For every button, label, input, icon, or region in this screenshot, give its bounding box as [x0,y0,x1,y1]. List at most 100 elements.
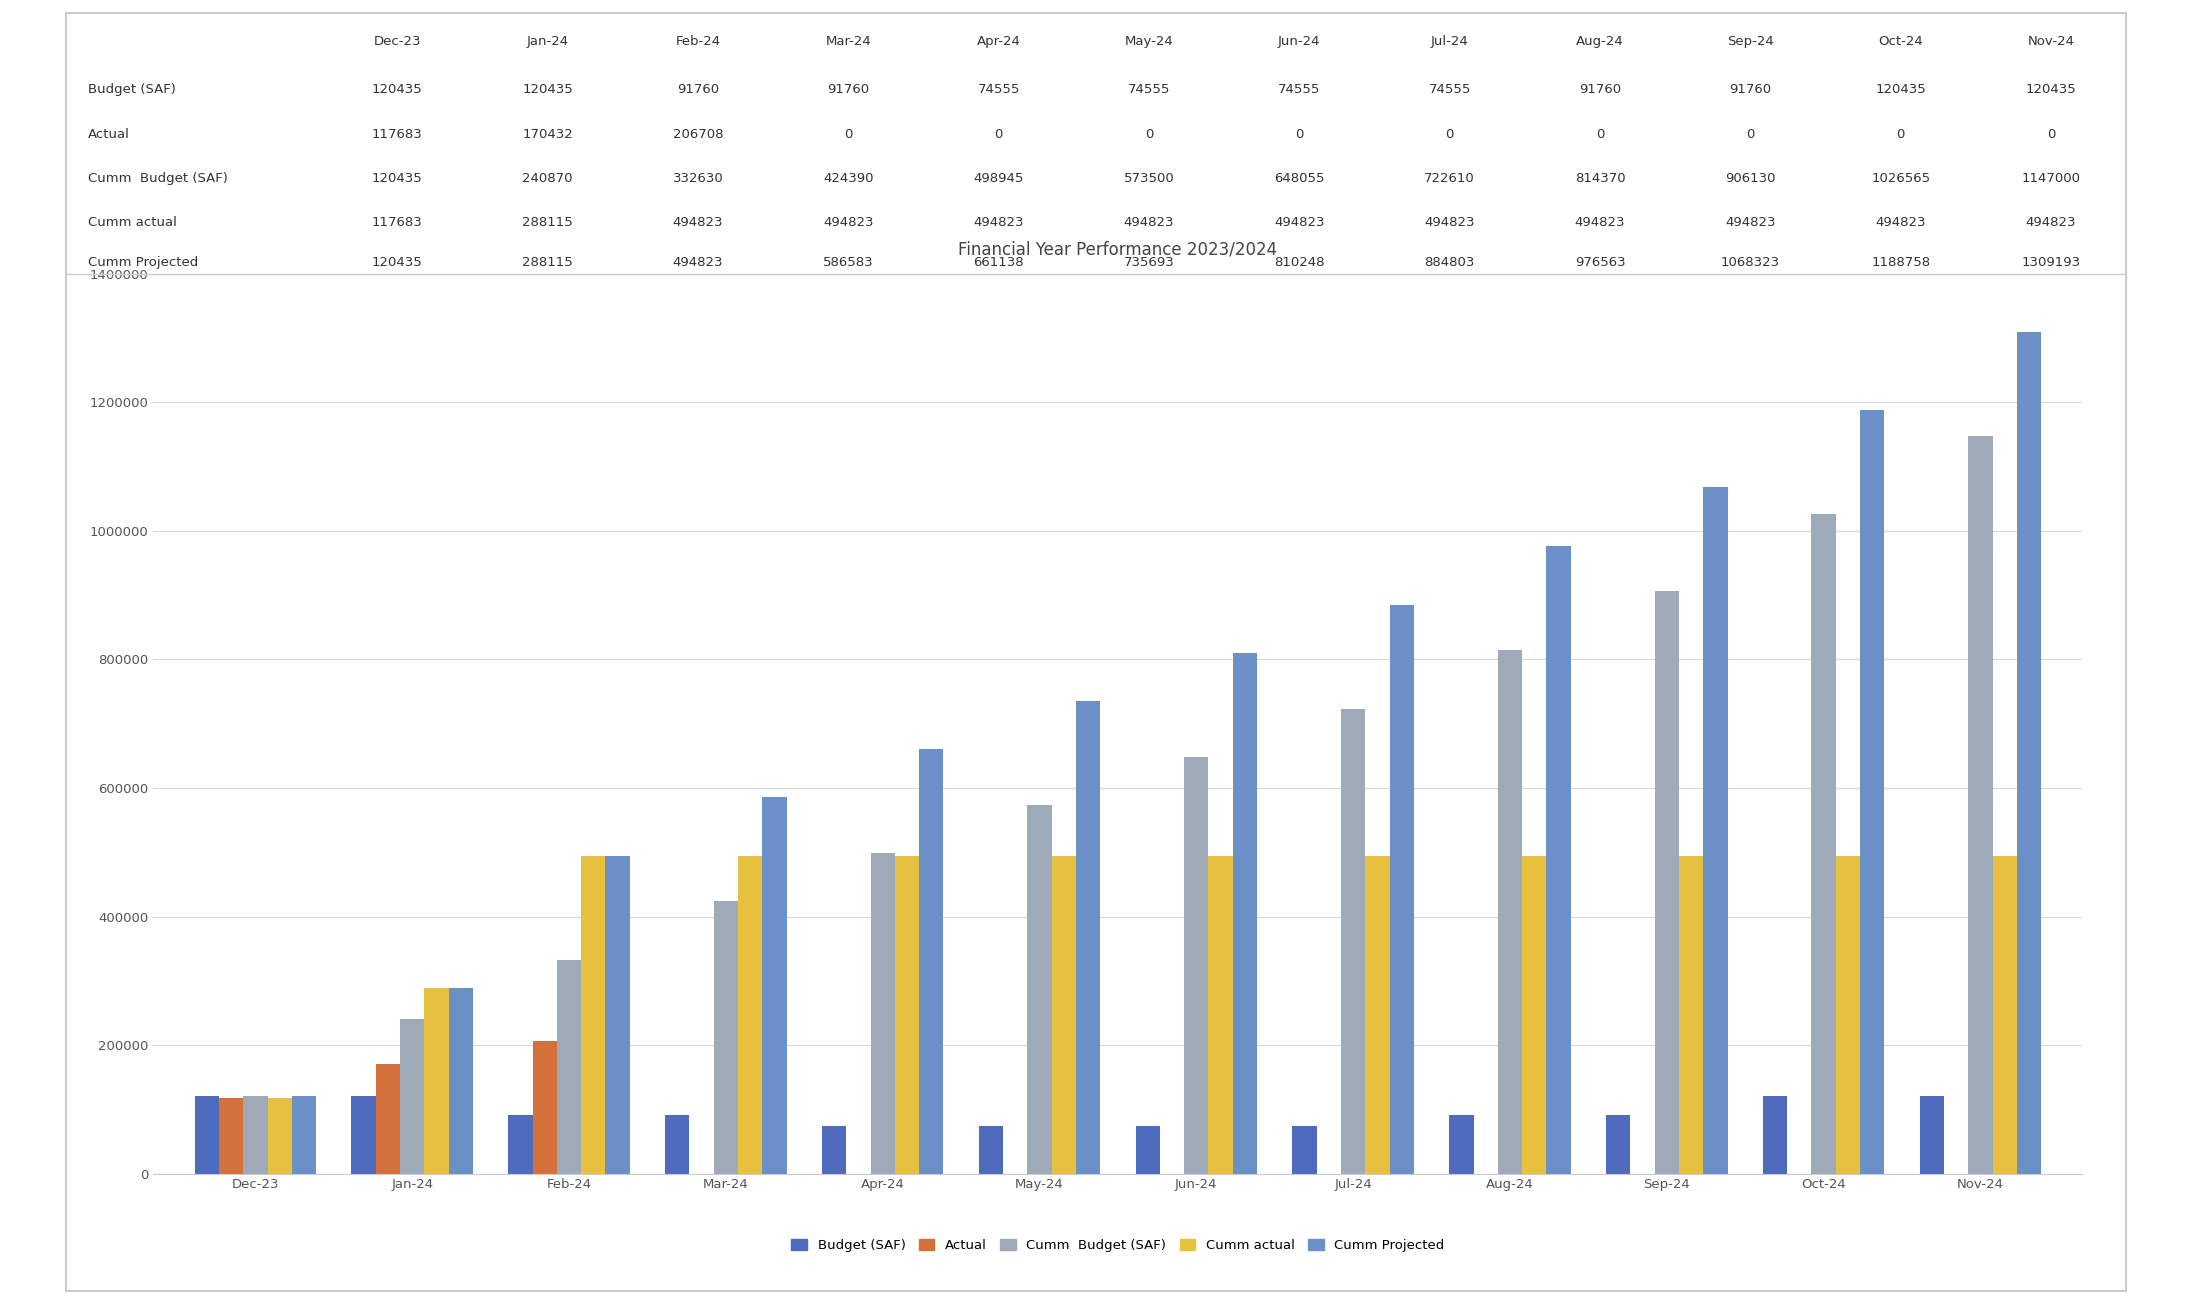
Bar [1293,1125,1317,1174]
Bar [605,855,629,1174]
Bar [1655,591,1679,1174]
Text: 494823: 494823 [1574,216,1624,230]
Text: 884803: 884803 [1425,257,1475,270]
Bar [581,855,605,1174]
Text: 1026565: 1026565 [1872,172,1931,185]
Bar [243,1097,267,1174]
Bar [918,748,943,1174]
Text: 74555: 74555 [1429,83,1471,96]
Text: 91760: 91760 [677,83,719,96]
Text: 0: 0 [2047,128,2056,141]
Text: Aug-24: Aug-24 [1576,35,1624,48]
Text: 494823: 494823 [973,216,1024,230]
Text: Jul-24: Jul-24 [1431,35,1469,48]
Text: 498945: 498945 [973,172,1024,185]
Text: 0: 0 [844,128,853,141]
Bar [1184,758,1208,1174]
Bar [557,960,581,1174]
Text: Budget (SAF): Budget (SAF) [88,83,175,96]
Text: Cumm Projected: Cumm Projected [88,257,197,270]
Text: 117683: 117683 [373,216,423,230]
Bar [219,1098,243,1174]
Text: Cumm actual: Cumm actual [88,216,178,230]
Text: 240870: 240870 [522,172,572,185]
Bar [195,1097,219,1174]
Bar [1028,805,1052,1174]
Text: Dec-23: Dec-23 [373,35,421,48]
Bar [449,988,473,1174]
Text: 120435: 120435 [373,83,423,96]
Text: 494823: 494823 [673,216,723,230]
Text: 91760: 91760 [826,83,870,96]
Text: 120435: 120435 [373,172,423,185]
Bar [1861,409,1885,1174]
Text: 1188758: 1188758 [1872,257,1931,270]
Title: Financial Year Performance 2023/2024: Financial Year Performance 2023/2024 [958,240,1278,258]
Bar [1811,514,1835,1174]
Text: 0: 0 [1445,128,1453,141]
Bar [2017,333,2041,1174]
Text: 661138: 661138 [973,257,1024,270]
Text: 976563: 976563 [1574,257,1624,270]
Bar [1052,855,1076,1174]
Text: 0: 0 [1596,128,1605,141]
Text: 120435: 120435 [522,83,572,96]
Text: 74555: 74555 [1278,83,1320,96]
Bar [509,1115,533,1174]
Text: 810248: 810248 [1274,257,1324,270]
Text: 494823: 494823 [1725,216,1776,230]
Text: 332630: 332630 [673,172,723,185]
Text: 91760: 91760 [1729,83,1771,96]
Bar [1545,546,1572,1174]
Bar [1762,1097,1786,1174]
Text: 120435: 120435 [373,257,423,270]
Bar [1232,653,1256,1174]
Bar [664,1115,690,1174]
Text: 722610: 722610 [1425,172,1475,185]
Text: 494823: 494823 [1124,216,1175,230]
Bar [375,1064,401,1174]
Text: 494823: 494823 [1274,216,1324,230]
Text: Feb-24: Feb-24 [675,35,721,48]
Bar [715,901,739,1174]
Text: 0: 0 [1747,128,1754,141]
Text: 0: 0 [995,128,1004,141]
Text: Mar-24: Mar-24 [826,35,870,48]
Text: 120435: 120435 [1876,83,1927,96]
Bar [1342,709,1366,1174]
Text: May-24: May-24 [1124,35,1173,48]
Bar [1449,1115,1473,1174]
Bar [1521,855,1545,1174]
Bar [292,1097,316,1174]
Text: 0: 0 [1896,128,1905,141]
Bar [822,1125,846,1174]
Bar [351,1097,375,1174]
Text: 91760: 91760 [1578,83,1622,96]
Text: 288115: 288115 [522,257,572,270]
Text: 494823: 494823 [673,257,723,270]
Bar [533,1041,557,1174]
Text: 1068323: 1068323 [1721,257,1780,270]
Bar [894,855,918,1174]
Text: 906130: 906130 [1725,172,1776,185]
Text: Cumm  Budget (SAF): Cumm Budget (SAF) [88,172,228,185]
Text: 494823: 494823 [1425,216,1475,230]
Bar [1679,855,1703,1174]
Text: 288115: 288115 [522,216,572,230]
Text: 0: 0 [1144,128,1153,141]
Text: 424390: 424390 [822,172,875,185]
Bar [425,988,449,1174]
Bar [1968,437,1993,1174]
Bar [1607,1115,1631,1174]
Bar [267,1098,292,1174]
Text: Actual: Actual [88,128,129,141]
Bar [1135,1125,1160,1174]
Bar [1076,700,1100,1174]
Text: 1309193: 1309193 [2021,257,2080,270]
Text: Apr-24: Apr-24 [978,35,1021,48]
Text: 573500: 573500 [1124,172,1175,185]
Bar [1497,651,1521,1174]
Bar [1390,605,1414,1174]
Bar [980,1125,1004,1174]
Text: 206708: 206708 [673,128,723,141]
